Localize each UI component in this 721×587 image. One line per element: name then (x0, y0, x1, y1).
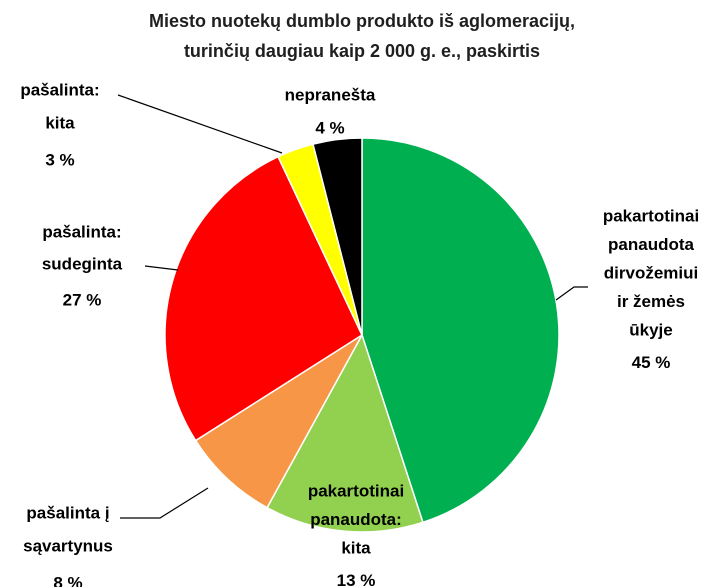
pie-slice (164, 155, 363, 442)
leader-line (144, 265, 179, 271)
slice-label: panaudota (608, 235, 694, 254)
leader-line (555, 286, 588, 301)
slice-label: sudeginta (42, 254, 123, 273)
chart-title: Miesto nuotekų dumblo produkto iš aglome… (149, 11, 575, 31)
slice-label: pašalinta į (26, 503, 109, 522)
leader-line (117, 94, 283, 154)
slice-label: pašalinta: (20, 80, 99, 99)
pie-slice (312, 137, 363, 336)
slice-label: sąvartynus (23, 536, 113, 555)
slice-label: panaudota: (310, 510, 402, 529)
slice-label: nepranešta (285, 85, 376, 104)
value-label: 27 % (63, 290, 102, 309)
leader-lines (117, 94, 588, 519)
slice-label: ūkyje (629, 320, 672, 339)
slice-label: pakartotinai (308, 481, 404, 500)
value-label: 4 % (315, 118, 344, 137)
pie (164, 137, 560, 533)
slice-label: kita (45, 113, 75, 132)
value-label: 13 % (337, 571, 376, 587)
leader-line (120, 487, 209, 519)
pie-slice (194, 334, 363, 509)
slice-label: dirvožemiui (604, 263, 698, 282)
slice-label: kita (341, 538, 371, 557)
pie-slice (361, 137, 560, 524)
chart-title: turinčių daugiau kaip 2 000 g. e., paski… (184, 41, 540, 61)
slice-label: ir žemės (617, 292, 685, 311)
value-label: 3 % (45, 150, 74, 169)
slice-label: pašalinta: (42, 222, 121, 241)
slice-label: pakartotinai (603, 206, 699, 225)
pie-slice (266, 333, 424, 533)
value-label: 8 % (53, 573, 82, 587)
value-label: 45 % (632, 353, 671, 372)
